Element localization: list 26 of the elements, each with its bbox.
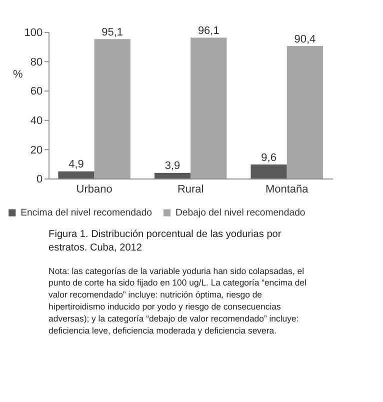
text: 96,1 [198,24,220,37]
text: 90,4 [294,33,316,46]
x-tick-label: Urbano [76,184,112,196]
y-tick-label: 60 [30,86,43,98]
y-tick-label: 100 [24,27,43,40]
text: Nota: las categorías de la variable yoduria han sido colapsadas, el punto de corte ha sido fijado en 100 ug/L. La categoría “encima del valor recomendado” incluye: nutrición óptima, riesgo de hipertiroidismo inducido por yodo y riesgo de consecuencias adversas); y la categoría “debajo de valor recomendado” incluye: deficiencia leve, deficiencia moderada y deficiencia severa. [48,266,307,336]
y-tick-label: 0 [36,174,43,186]
y-tick-label: 20 [30,144,43,156]
bar [250,164,287,179]
text: 4,9 [68,158,84,171]
y-tick-label: 80 [30,56,43,68]
x-tick-label: Rural [177,184,204,196]
text: 95,1 [102,26,124,38]
bar [190,38,227,179]
bar [286,46,323,179]
legend-label: Encima del nivel recomendado [20,208,152,219]
y-tick-label: 40 [30,115,43,128]
bar [94,39,130,179]
bar [58,171,94,179]
y-axis-title: % [12,68,23,80]
text: 9,6 [261,152,276,164]
x-tick-label: Montaña [265,184,310,196]
bar [154,172,191,179]
text: Figura 1. Distribución porcentual de las yodurias por estratos. Cuba, 2012 [48,229,282,254]
legend-label: Debajo del nivel recomendado [175,208,306,219]
text: 3,9 [164,160,180,172]
